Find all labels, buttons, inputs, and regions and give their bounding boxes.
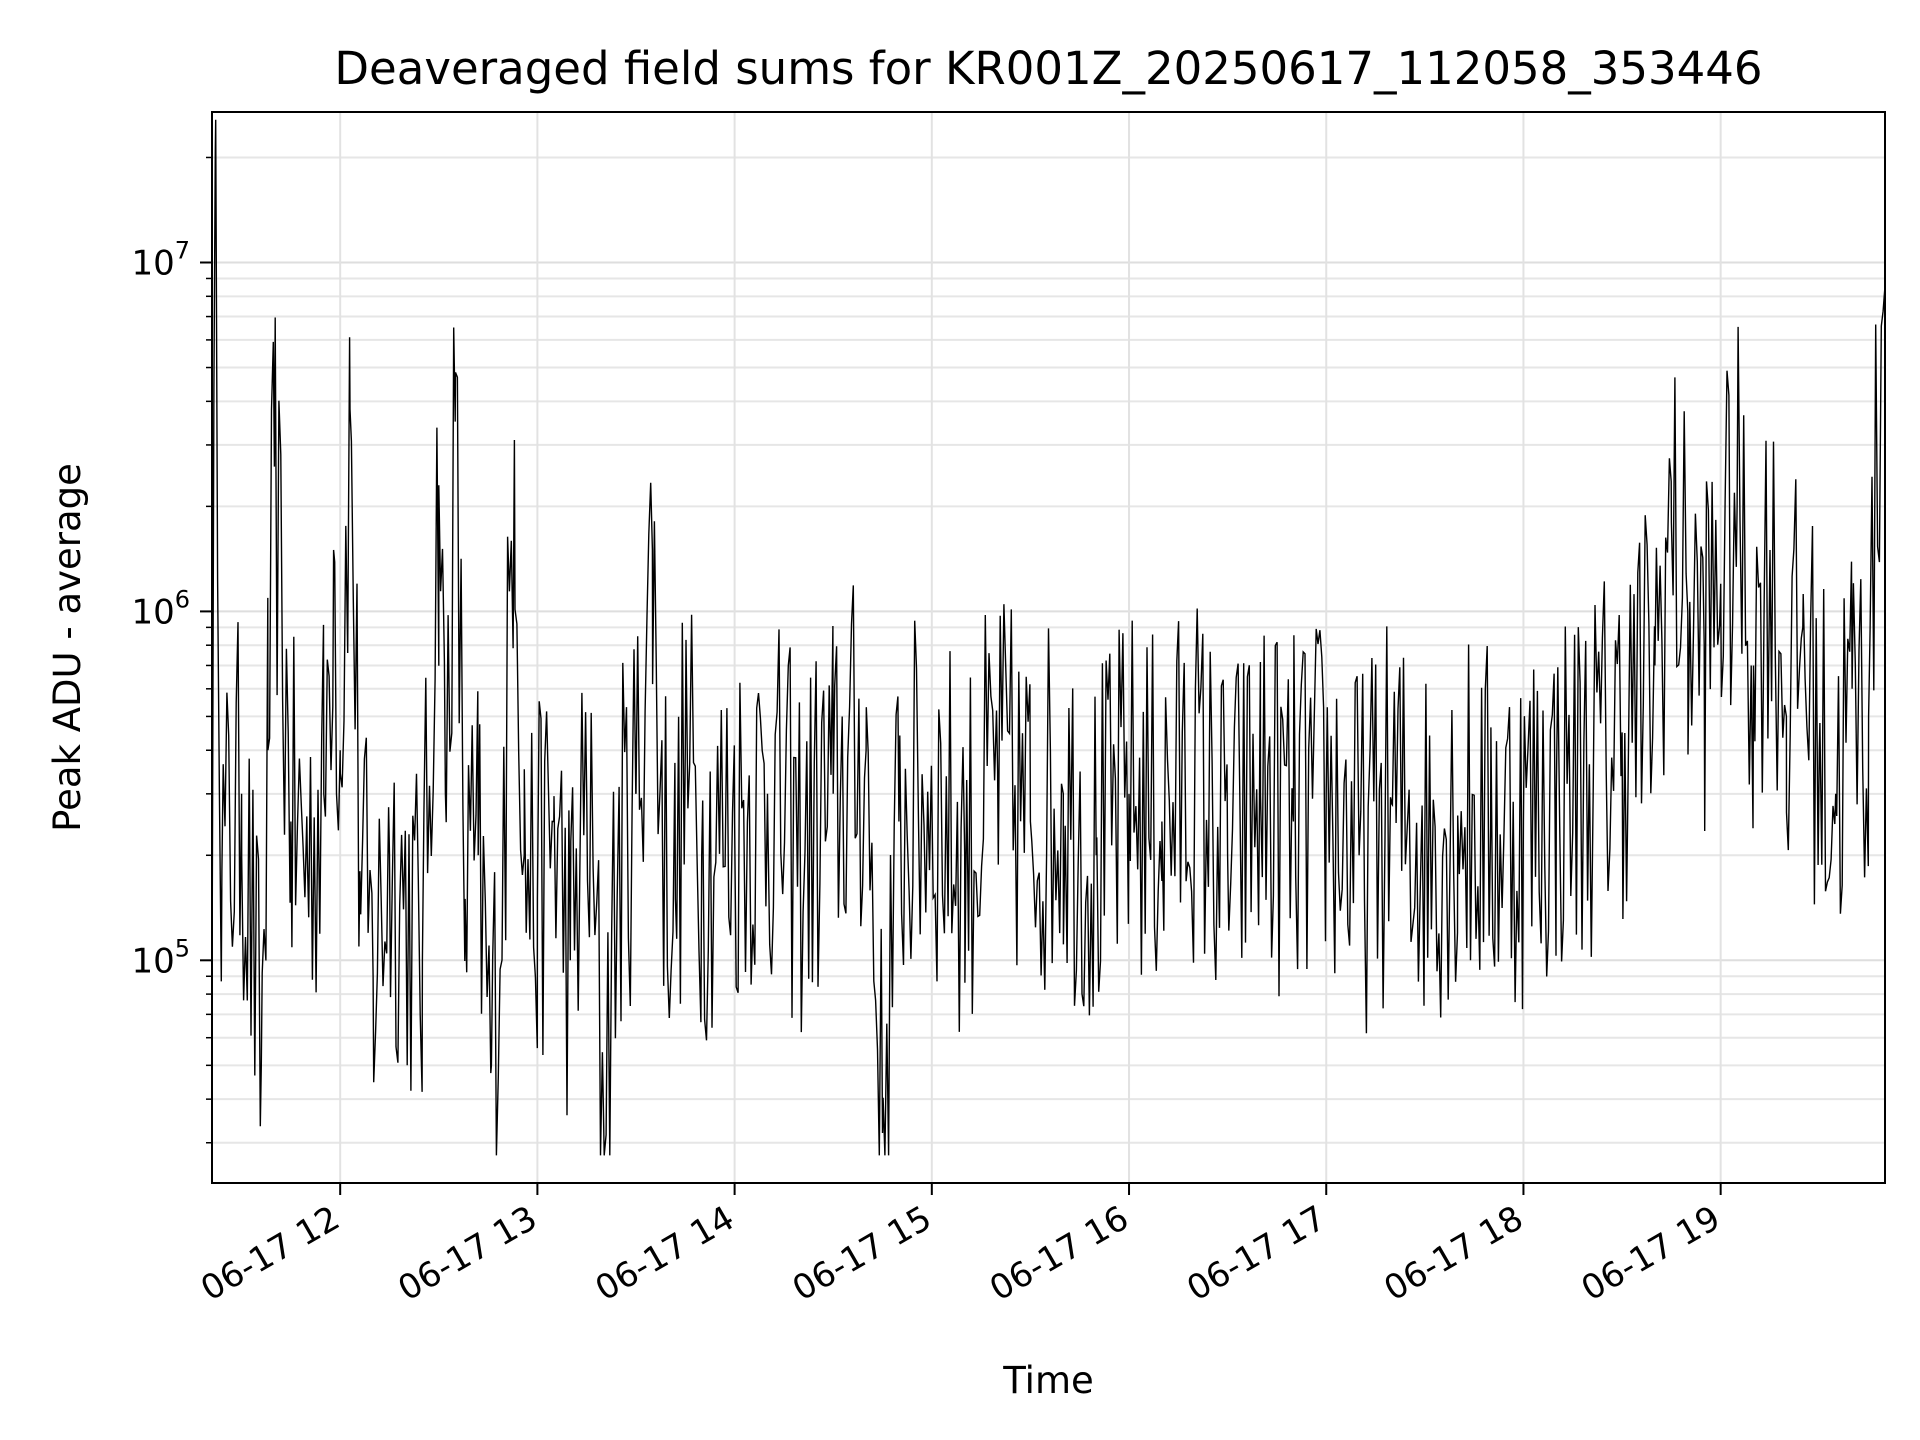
series-layer (211, 119, 1886, 1156)
y-axis-label: Peak ADU - average (46, 463, 89, 832)
y-tick-label: 106 (131, 585, 190, 632)
major-gridlines (212, 112, 1885, 1183)
chart-title: Deaveraged field sums for KR001Z_2025061… (334, 42, 1762, 95)
plot-frame (211, 111, 1886, 1184)
y-tick-label: 105 (131, 934, 190, 981)
y-tick-label: 107 (131, 237, 190, 284)
y-axis: 105 106 107 (131, 156, 212, 1144)
x-axis-label: Time (1002, 1359, 1094, 1402)
series-line (211, 119, 1886, 1156)
